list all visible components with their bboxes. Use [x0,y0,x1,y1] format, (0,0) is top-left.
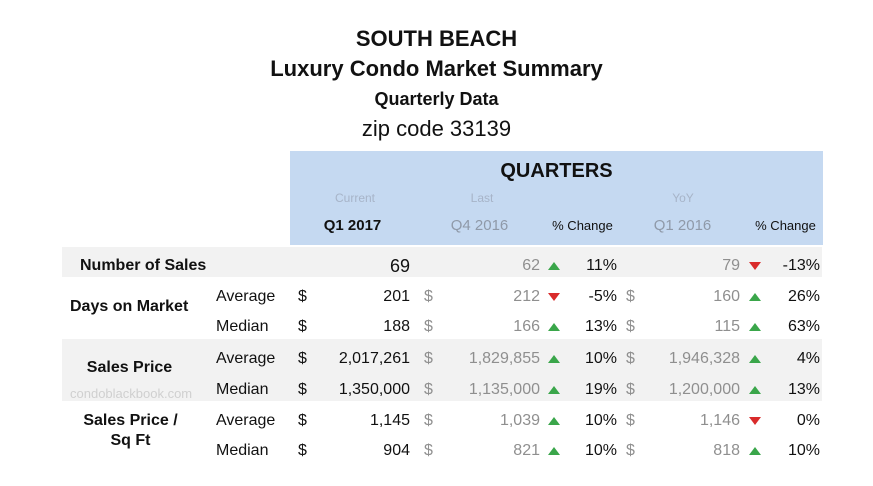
last-label: Last [470,191,494,205]
current-value: 1,145 [369,412,410,429]
currency-symbol: $ [626,412,635,429]
up-arrow-icon [548,323,560,331]
current-value: 2,017,261 [338,350,410,367]
yoy-label: YoY [672,191,694,205]
up-arrow-icon [749,323,761,331]
pct-change: 10% [584,412,617,429]
current-value: 69 [389,256,410,276]
pct-change: 4% [796,350,820,367]
last-value: 62 [522,257,540,274]
currency-symbol: $ [298,442,307,459]
yoy-value: 1,146 [699,412,740,429]
last-value: 1,135,000 [468,381,540,398]
pct-change: 10% [584,442,617,459]
metric-label: Median [216,318,269,335]
last-value: 1,039 [499,412,540,429]
zip-code: zip code 33139 [361,116,512,141]
pct-change: 0% [796,412,820,429]
pct-change: 63% [787,318,820,335]
pct-change-header: % Change [552,218,613,233]
pct-change: -13% [782,257,820,274]
pct-change: 10% [787,442,820,459]
row-label: Days on Market [70,298,189,315]
yoy-quarter: Q1 2016 [653,217,712,234]
last-quarter: Q4 2016 [450,217,509,234]
last-value: 1,829,855 [468,350,540,367]
up-arrow-icon [749,447,761,455]
currency-symbol: $ [298,381,307,398]
current-label: Current [334,191,375,205]
pct-change: 11% [586,257,617,274]
currency-symbol: $ [298,318,307,335]
pct-change: 13% [584,318,617,335]
row-band [62,247,822,277]
current-value: 188 [383,318,410,335]
metric-label: Average [216,412,276,429]
current-quarter: Q1 2017 [323,217,382,234]
currency-symbol: $ [626,288,635,305]
yoy-value: 1,200,000 [668,381,740,398]
row-label: Number of Sales [80,257,207,274]
quarters-header [290,151,823,245]
metric-label: Median [216,442,269,459]
pct-change: 10% [584,350,617,367]
currency-symbol: $ [424,288,433,305]
up-arrow-icon [548,417,560,425]
pct-change: 13% [787,381,820,398]
quarters-title: QUARTERS [500,160,613,182]
yoy-value: 160 [713,288,740,305]
up-arrow-icon [548,447,560,455]
currency-symbol: $ [626,381,635,398]
yoy-value: 115 [714,318,740,335]
up-arrow-icon [548,262,560,270]
current-value: 1,350,000 [338,381,410,398]
currency-symbol: $ [626,350,635,367]
yoy-value: 1,946,328 [668,350,740,367]
currency-symbol: $ [626,442,635,459]
watermark: condoblackbook.com [70,386,193,401]
currency-symbol: $ [424,442,433,459]
yoy-value: 818 [713,442,740,459]
currency-symbol: $ [626,318,635,335]
last-value: 212 [513,288,540,305]
down-arrow-icon [749,417,761,425]
metric-label: Median [216,381,269,398]
currency-symbol: $ [424,412,433,429]
currency-symbol: $ [298,288,307,305]
report-title: Luxury Condo Market Summary [270,56,603,81]
down-arrow-icon [749,262,761,270]
metric-label: Average [216,350,276,367]
up-arrow-icon [749,386,761,394]
title-area: SOUTH BEACH [355,26,518,51]
up-arrow-icon [749,355,761,363]
last-value: 821 [513,442,540,459]
row-label: Sales Price / Sq Ft [83,412,178,449]
down-arrow-icon [548,293,560,301]
row-label: Sales Price [86,359,173,376]
currency-symbol: $ [424,350,433,367]
pct-change: -5% [588,288,617,305]
metric-label: Average [216,288,276,305]
yoy-value: 79 [722,257,740,274]
pct-change-header: % Change [755,218,816,233]
last-value: 166 [513,318,540,335]
pct-change: 26% [787,288,820,305]
up-arrow-icon [548,355,560,363]
currency-symbol: $ [298,412,307,429]
current-value: 201 [383,288,410,305]
currency-symbol: $ [424,318,433,335]
up-arrow-icon [749,293,761,301]
currency-symbol: $ [424,381,433,398]
report-subtitle: Quarterly Data [374,89,499,109]
current-value: 904 [383,442,410,459]
up-arrow-icon [548,386,560,394]
row-band [62,339,822,401]
currency-symbol: $ [298,350,307,367]
pct-change: 19% [584,381,617,398]
